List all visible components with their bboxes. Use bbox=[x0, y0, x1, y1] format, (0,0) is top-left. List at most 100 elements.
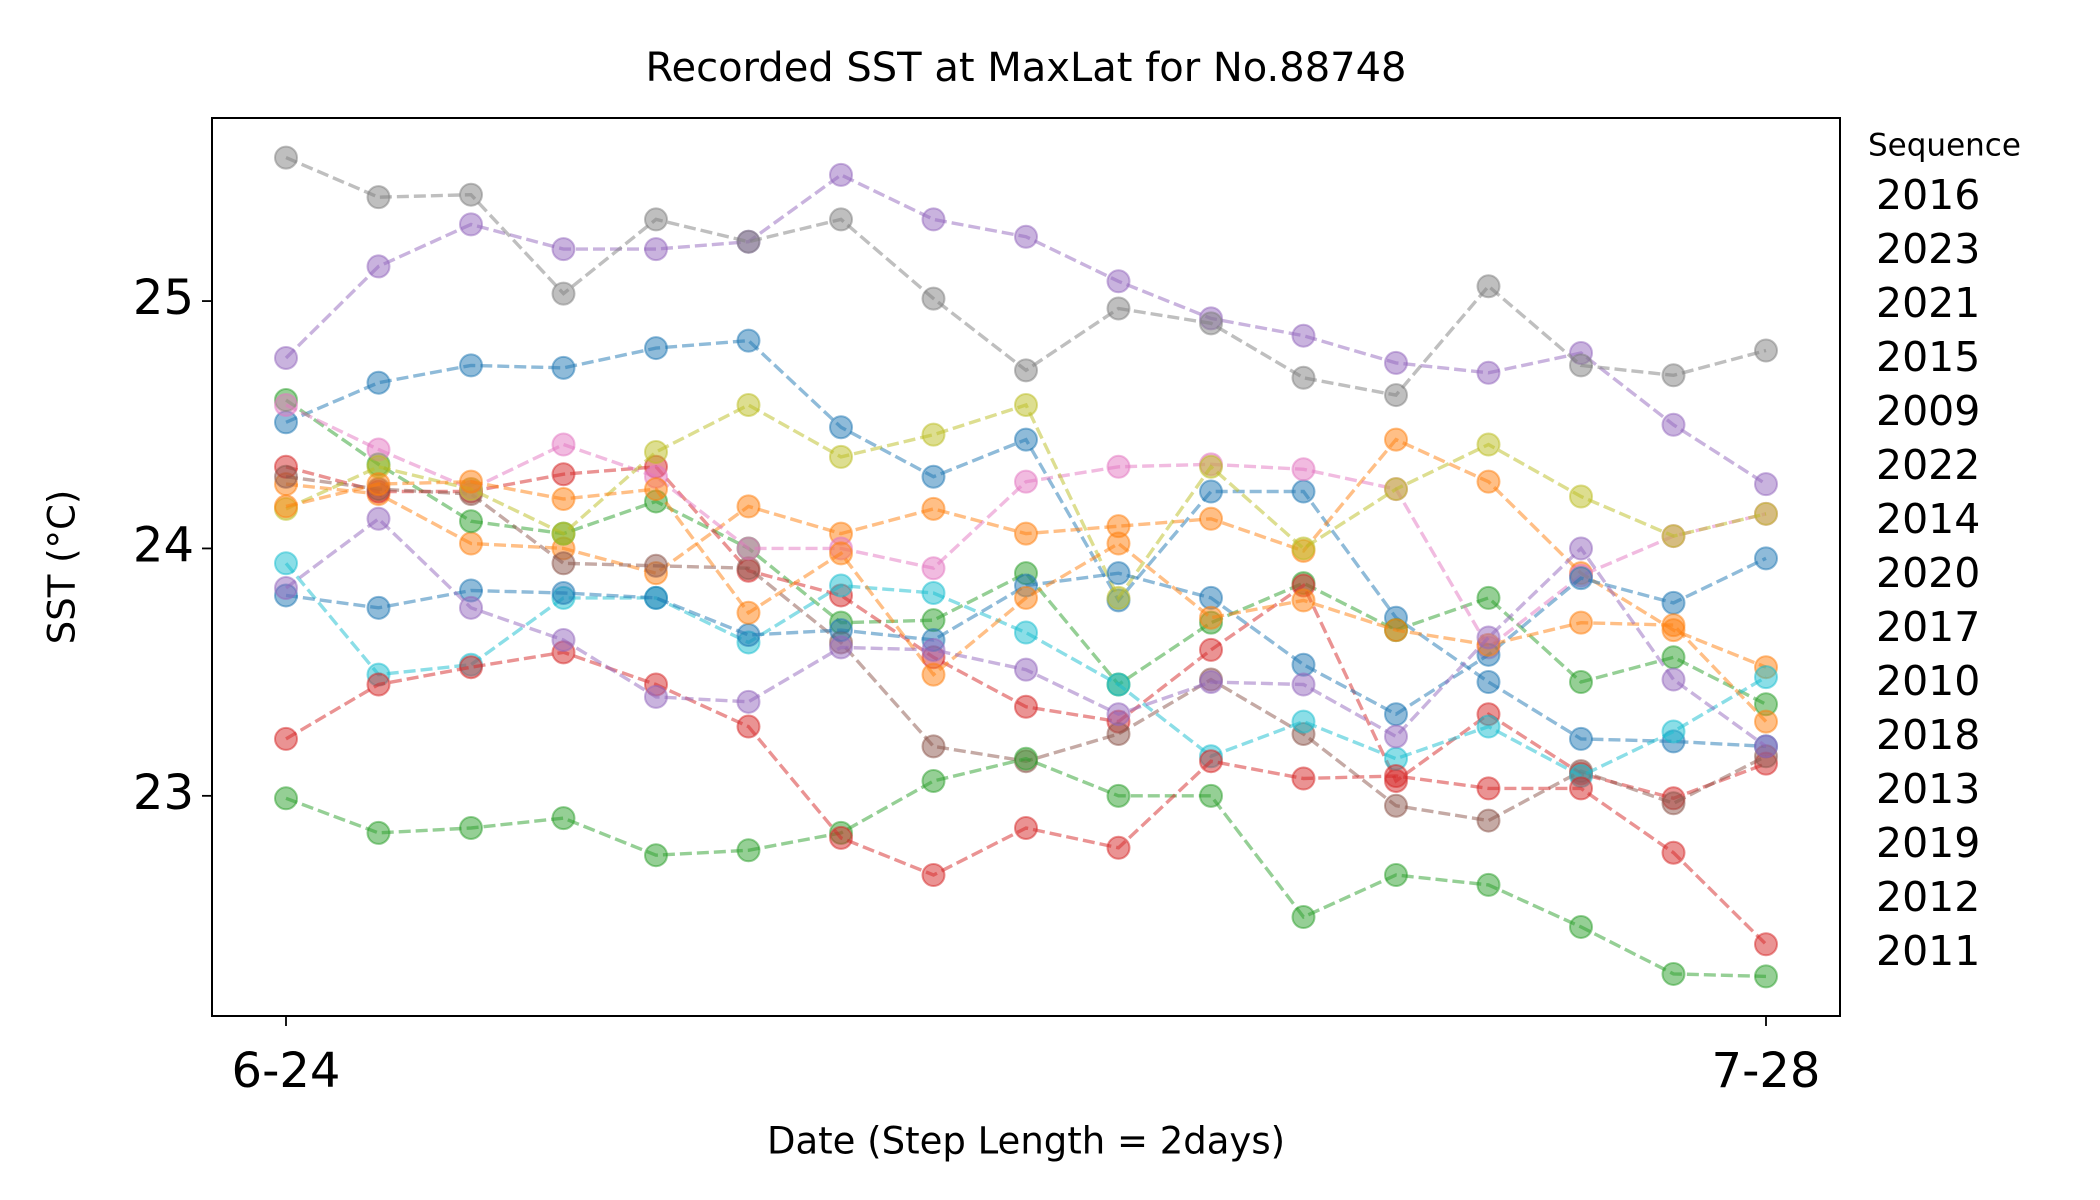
point bbox=[921, 464, 946, 489]
y-tick-label: 25 bbox=[133, 270, 194, 326]
legend-label: 2016 bbox=[1876, 171, 1980, 219]
point bbox=[1291, 652, 1316, 677]
point bbox=[1014, 657, 1038, 682]
point bbox=[551, 551, 576, 576]
legend-label: 2012 bbox=[1876, 873, 1980, 921]
point bbox=[736, 556, 761, 581]
point bbox=[1106, 721, 1131, 746]
legend-label: 2014 bbox=[1876, 495, 1980, 543]
point bbox=[644, 585, 668, 610]
point bbox=[551, 580, 576, 605]
point bbox=[1199, 506, 1223, 531]
legend-label: 2022 bbox=[1876, 441, 1980, 489]
point bbox=[1106, 835, 1131, 860]
point bbox=[1384, 383, 1408, 408]
point bbox=[1199, 479, 1223, 504]
point bbox=[829, 825, 853, 850]
point bbox=[1569, 610, 1593, 635]
point bbox=[1661, 791, 1686, 816]
point bbox=[1661, 667, 1686, 692]
point bbox=[1384, 350, 1408, 375]
point bbox=[829, 162, 853, 187]
point bbox=[1291, 672, 1316, 697]
point bbox=[1291, 766, 1316, 791]
point bbox=[1199, 605, 1223, 630]
point bbox=[1384, 764, 1408, 789]
point bbox=[1106, 561, 1131, 586]
point bbox=[366, 820, 391, 845]
point bbox=[1106, 296, 1131, 321]
point bbox=[921, 637, 946, 662]
legend-label: 2021 bbox=[1876, 279, 1980, 327]
point bbox=[551, 462, 576, 487]
point bbox=[1014, 392, 1038, 417]
point bbox=[1754, 501, 1778, 526]
point bbox=[1291, 457, 1316, 482]
point bbox=[1476, 585, 1501, 610]
point bbox=[274, 345, 298, 370]
series-line bbox=[284, 562, 1767, 778]
point bbox=[1014, 694, 1038, 719]
point bbox=[551, 627, 576, 652]
legend-label: 2019 bbox=[1876, 819, 1980, 867]
series-line bbox=[285, 398, 1767, 706]
point bbox=[1291, 365, 1316, 390]
point bbox=[366, 472, 391, 497]
point bbox=[274, 786, 298, 811]
legend-label: 2010 bbox=[1876, 657, 1980, 705]
point bbox=[1569, 726, 1593, 751]
point bbox=[921, 608, 946, 633]
point bbox=[1569, 353, 1593, 378]
point bbox=[1199, 670, 1223, 695]
point bbox=[1476, 670, 1501, 695]
point bbox=[1199, 585, 1223, 610]
point bbox=[1291, 905, 1316, 930]
point bbox=[1476, 625, 1501, 650]
point bbox=[644, 477, 668, 502]
point bbox=[921, 556, 946, 581]
point bbox=[1291, 323, 1316, 348]
point bbox=[551, 486, 576, 511]
point bbox=[736, 600, 761, 625]
point bbox=[1384, 477, 1408, 502]
point bbox=[1199, 783, 1223, 808]
point bbox=[1754, 665, 1778, 690]
point bbox=[1661, 412, 1686, 437]
legend-label: 2011 bbox=[1876, 927, 1980, 975]
y-axis-label: SST (°C) bbox=[41, 490, 84, 645]
point bbox=[551, 237, 576, 262]
point bbox=[1199, 454, 1223, 479]
legend-label: 2023 bbox=[1876, 225, 1980, 273]
point bbox=[1661, 961, 1686, 986]
point bbox=[459, 655, 483, 680]
legend-title: Sequence bbox=[1868, 128, 2021, 164]
point bbox=[1754, 734, 1778, 759]
legend-label: 2015 bbox=[1876, 333, 1980, 381]
point bbox=[551, 432, 576, 457]
point bbox=[1569, 776, 1593, 801]
legend-label: 2013 bbox=[1876, 765, 1980, 813]
legend-label: 2018 bbox=[1876, 711, 1980, 759]
point bbox=[551, 806, 576, 831]
point bbox=[1014, 521, 1038, 546]
point bbox=[1476, 274, 1501, 299]
point bbox=[459, 182, 483, 207]
point bbox=[1476, 776, 1501, 801]
legend-label: 2020 bbox=[1876, 549, 1980, 597]
point bbox=[1569, 484, 1593, 509]
point bbox=[1661, 613, 1686, 638]
x-tick-label: 6-24 bbox=[232, 1043, 341, 1099]
point bbox=[1014, 815, 1038, 840]
point bbox=[644, 684, 668, 709]
point bbox=[1384, 862, 1408, 887]
x-tick-label: 7-28 bbox=[1712, 1043, 1821, 1099]
point bbox=[274, 464, 298, 489]
point bbox=[921, 286, 946, 311]
point bbox=[736, 689, 761, 714]
point bbox=[1661, 363, 1686, 388]
point bbox=[459, 509, 483, 534]
point bbox=[1754, 338, 1778, 363]
point bbox=[459, 469, 483, 494]
legend-label: 2009 bbox=[1876, 387, 1980, 435]
